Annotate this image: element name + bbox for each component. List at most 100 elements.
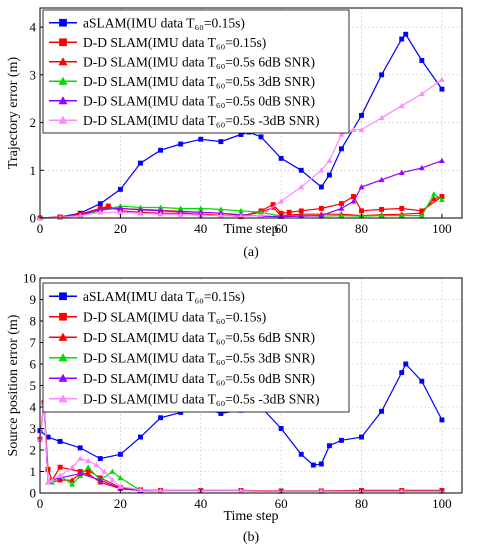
data-point xyxy=(399,370,405,376)
chart-a: 0 20 40 60 80 100 0 1 2 3 4 Time step Trajectory err… xyxy=(6,7,463,260)
y-tick-label: 3 xyxy=(30,67,37,82)
data-point xyxy=(359,208,364,214)
x-tick-label: 100 xyxy=(432,221,452,236)
data-point xyxy=(137,486,144,493)
legend-item-3: D-D SLAM(IMU data T₆₀=0.5s 6dB SNR) xyxy=(49,54,315,69)
data-point xyxy=(77,445,83,451)
legend-marker xyxy=(58,332,68,341)
data-point xyxy=(419,378,425,384)
y-tick-label: 5 xyxy=(30,378,37,393)
data-point xyxy=(109,477,116,483)
y-tick-label: 0 xyxy=(30,486,37,501)
data-point xyxy=(338,146,344,152)
data-point xyxy=(57,464,63,470)
data-point xyxy=(438,157,445,164)
x-tick-label: 60 xyxy=(275,496,288,511)
chart-b: 0 20 40 60 80 100 0 1 2 3 4 5 6 7 8 9 10 Time step Source … xyxy=(6,271,463,545)
series-6 xyxy=(37,399,445,494)
data-point xyxy=(137,210,144,216)
data-point xyxy=(318,206,324,211)
x-tick-label: 60 xyxy=(275,221,288,236)
data-point xyxy=(338,205,345,211)
data-point xyxy=(398,169,405,175)
data-point xyxy=(57,438,63,444)
data-point xyxy=(399,36,405,42)
legend-label: aSLAM(IMU data T₆₀=0.15s) xyxy=(83,289,245,304)
data-point xyxy=(419,58,425,63)
x-tick-label: 20 xyxy=(114,221,127,236)
legend-box xyxy=(42,9,350,134)
legend-marker xyxy=(59,18,67,27)
legend-label: D-D SLAM(IMU data T₆₀=0.15s) xyxy=(83,309,266,324)
data-point xyxy=(438,76,445,82)
data-point xyxy=(310,462,316,468)
data-point xyxy=(138,160,143,166)
data-point xyxy=(97,456,103,462)
data-point xyxy=(318,461,324,467)
data-point xyxy=(278,426,284,431)
legend-marker xyxy=(58,96,68,105)
data-point xyxy=(418,164,425,171)
data-point xyxy=(338,437,344,443)
data-point xyxy=(286,209,292,215)
legend-item-1: aSLAM(IMU data T₆₀=0.15s) xyxy=(49,289,245,304)
legend-label: D-D SLAM(IMU data T₆₀=0.5s 3dB SNR) xyxy=(83,350,315,365)
data-point xyxy=(438,196,445,203)
data-point xyxy=(57,472,64,479)
data-point xyxy=(298,167,304,173)
plot-frame xyxy=(39,7,463,219)
data-point xyxy=(358,183,365,190)
data-point xyxy=(430,191,437,197)
data-point xyxy=(403,31,409,37)
x-tick-label: 0 xyxy=(37,221,44,236)
y-tick-label: 1 xyxy=(30,163,37,178)
data-point xyxy=(178,141,184,147)
series-1 xyxy=(37,31,445,221)
legend-label: D-D SLAM(IMU data T₆₀=0.5s 0dB SNR) xyxy=(83,93,315,108)
data-point xyxy=(198,136,204,142)
data-point xyxy=(418,90,425,97)
data-point xyxy=(338,201,344,207)
legend-marker xyxy=(58,115,68,124)
data-point xyxy=(350,198,357,204)
x-axis-label: Time step xyxy=(223,509,278,524)
data-point xyxy=(359,434,364,440)
x-tick-label: 80 xyxy=(355,496,368,511)
data-point xyxy=(77,455,84,461)
data-point xyxy=(77,470,84,476)
figure-caption: (b) xyxy=(243,530,260,545)
data-point xyxy=(117,483,124,489)
data-point xyxy=(378,114,385,121)
legend-label: aSLAM(IMU data T₆₀=0.15s) xyxy=(83,15,245,30)
legend-item-1: aSLAM(IMU data T₆₀=0.15s) xyxy=(49,15,245,30)
data-point xyxy=(298,451,304,457)
data-point xyxy=(218,139,224,145)
data-point xyxy=(45,479,51,485)
data-point xyxy=(158,415,164,421)
data-point xyxy=(117,186,123,192)
data-point xyxy=(45,466,51,472)
data-point xyxy=(298,183,305,190)
data-point xyxy=(439,417,445,423)
data-point xyxy=(430,195,437,202)
x-tick-label: 100 xyxy=(432,496,452,511)
data-point xyxy=(278,155,284,161)
y-tick-label: 0 xyxy=(30,211,37,226)
data-point xyxy=(117,451,123,457)
legend-label: D-D SLAM(IMU data T₆₀=0.15s) xyxy=(83,35,266,50)
x-tick-label: 20 xyxy=(114,496,127,511)
legend-item-3: D-D SLAM(IMU data T₆₀=0.5s 6dB SNR) xyxy=(49,330,315,345)
x-tick-label: 0 xyxy=(37,496,44,511)
x-tick-label: 40 xyxy=(194,496,207,511)
data-point xyxy=(399,206,405,211)
legend: aSLAM(IMU data T₆₀=0.15s) D-D SLAM(IMU da… xyxy=(42,9,350,134)
data-point xyxy=(350,126,357,132)
data-point xyxy=(278,198,285,204)
legend-marker xyxy=(58,353,68,362)
data-point xyxy=(117,474,124,481)
data-point xyxy=(258,134,264,140)
y-tick-label: 9 xyxy=(30,292,37,307)
legend-label: D-D SLAM(IMU data T₆₀=0.5s 3dB SNR) xyxy=(83,74,315,89)
data-point xyxy=(439,86,445,92)
